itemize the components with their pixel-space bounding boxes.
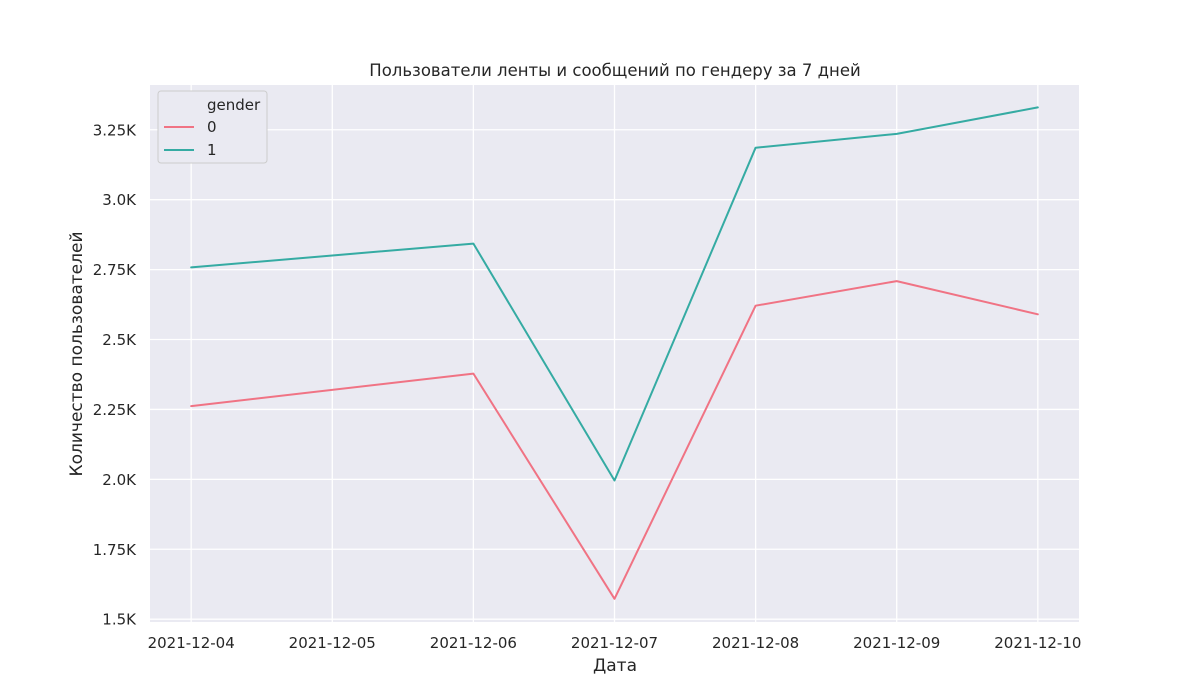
- legend: gender 0 1: [157, 90, 268, 164]
- y-tick-label: 2.25K: [93, 401, 137, 419]
- legend-label-0: 0: [207, 118, 217, 136]
- legend-title: gender: [207, 96, 261, 114]
- x-tick-label: 2021-12-10: [994, 634, 1081, 652]
- legend-label-1: 1: [207, 141, 217, 159]
- x-tick-label: 2021-12-06: [430, 634, 517, 652]
- y-tick-labels: 1.5K 1.75K 2.0K 2.25K 2.5K 2.75K 3.0K 3.25K: [93, 121, 137, 628]
- y-axis-title: Количество пользователей: [67, 232, 87, 477]
- y-tick-label: 1.5K: [102, 611, 137, 629]
- y-tick-label: 2.0K: [102, 471, 137, 489]
- x-tick-label: 2021-12-05: [289, 634, 376, 652]
- x-tick-label: 2021-12-07: [571, 634, 658, 652]
- x-tick-label: 2021-12-09: [853, 634, 940, 652]
- x-tick-label: 2021-12-08: [712, 634, 799, 652]
- x-tick-labels: 2021-12-04 2021-12-05 2021-12-06 2021-12-07…: [148, 634, 1082, 652]
- series-line-0: [190, 280, 1039, 600]
- x-tick-label: 2021-12-04: [148, 634, 235, 652]
- y-tick-label: 1.75K: [93, 541, 137, 559]
- y-tick-label: 2.75K: [93, 261, 137, 279]
- series-line-1: [190, 106, 1039, 482]
- y-tick-label: 2.5K: [102, 331, 137, 349]
- chart-title: Пользователи ленты и сообщений по гендер…: [369, 61, 860, 80]
- y-tick-label: 3.25K: [93, 121, 137, 139]
- series-lines: [190, 106, 1039, 600]
- y-tick-label: 3.0K: [102, 191, 137, 209]
- legend-box: [157, 90, 268, 164]
- x-axis-title: Дата: [593, 656, 637, 676]
